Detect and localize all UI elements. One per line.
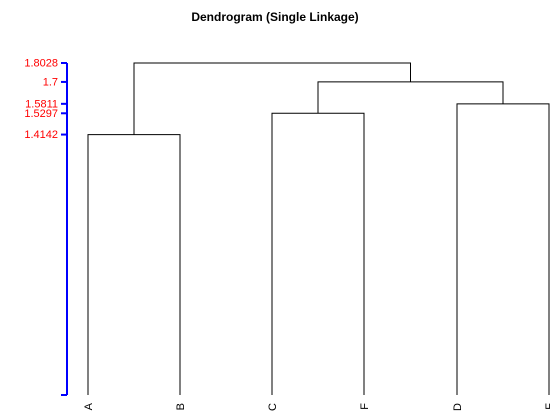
y-tick-label: 1.4142	[24, 129, 58, 141]
y-tick-label: 1.7	[43, 76, 58, 88]
leaf-label: B	[175, 403, 187, 410]
y-tick-label: 1.5297	[24, 108, 58, 120]
dendrogram-link	[87, 134, 181, 395]
leaf-label: A	[83, 402, 95, 410]
y-tick-label: 1.8028	[24, 58, 58, 70]
dendrogram-link	[271, 112, 365, 395]
dendrogram-link	[133, 62, 411, 135]
leaf-label: F	[544, 403, 550, 410]
leaf-label: C	[267, 403, 279, 411]
leaf-label: D	[452, 403, 464, 411]
y-tick-label: 1.5811	[25, 98, 58, 110]
leaf-label: F	[359, 403, 371, 410]
chart-title: Dendrogram (Single Linkage)	[191, 10, 359, 24]
leaf-labels: ABCFDF	[83, 402, 550, 411]
dendrogram-link	[456, 103, 550, 395]
dendrogram-branches	[87, 62, 550, 395]
dendrogram-link	[317, 81, 504, 114]
